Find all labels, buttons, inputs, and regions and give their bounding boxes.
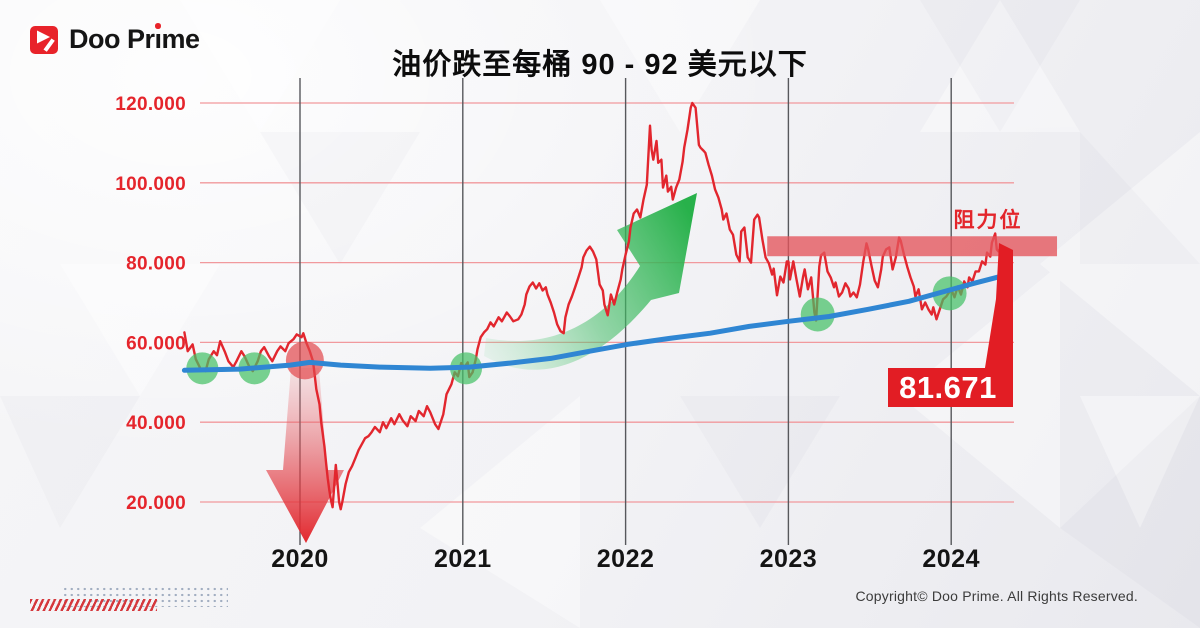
resistance-label: 阻力位 bbox=[954, 208, 1023, 232]
green-highlight-circle bbox=[932, 276, 967, 311]
y-axis-label: 80.000 bbox=[126, 254, 186, 275]
brand-name-i: ı bbox=[154, 23, 162, 54]
y-axis-label: 120.000 bbox=[115, 94, 186, 115]
rally-up-arrow bbox=[484, 193, 697, 370]
crash-down-arrow bbox=[266, 368, 344, 543]
brand-name-part: me bbox=[161, 24, 201, 54]
x-axis-label: 2020 bbox=[271, 545, 329, 573]
resistance-zone-band bbox=[767, 236, 1058, 257]
x-axis-label: 2022 bbox=[597, 545, 655, 573]
y-axis-label: 60.000 bbox=[126, 333, 186, 354]
page-title: 油价跌至每桶 90 - 92 美元以下 bbox=[392, 49, 808, 81]
last-price-box bbox=[888, 368, 1009, 407]
brand-logo: Doo Prıme bbox=[30, 23, 201, 55]
price-drop-wedge bbox=[984, 243, 1013, 407]
brand-name-part: Doo Pr bbox=[69, 24, 155, 54]
doo-prime-logo-icon bbox=[30, 25, 58, 54]
striped-bar-decoration bbox=[30, 599, 157, 611]
copyright-text: Copyright© Doo Prime. All Rights Reserve… bbox=[855, 588, 1138, 604]
last-price-label: 81.671 bbox=[899, 370, 997, 405]
x-axis-label: 2024 bbox=[922, 545, 980, 573]
y-axis-label: 100.000 bbox=[115, 174, 186, 195]
trend-line bbox=[181, 274, 1003, 373]
y-axis-label: 40.000 bbox=[126, 413, 186, 434]
y-axis-label: 20.000 bbox=[126, 493, 186, 514]
green-highlight-circle bbox=[800, 297, 835, 332]
grid: 120.000 100.000 80.000 60.000 40.000 20.000 20… bbox=[115, 78, 1014, 573]
x-axis-label: 2021 bbox=[434, 545, 492, 573]
x-axis-label: 2023 bbox=[760, 545, 818, 573]
oil-price-line bbox=[183, 101, 1005, 511]
red-highlight-circle bbox=[285, 341, 324, 380]
brand-name: Doo Prıme bbox=[69, 23, 201, 55]
